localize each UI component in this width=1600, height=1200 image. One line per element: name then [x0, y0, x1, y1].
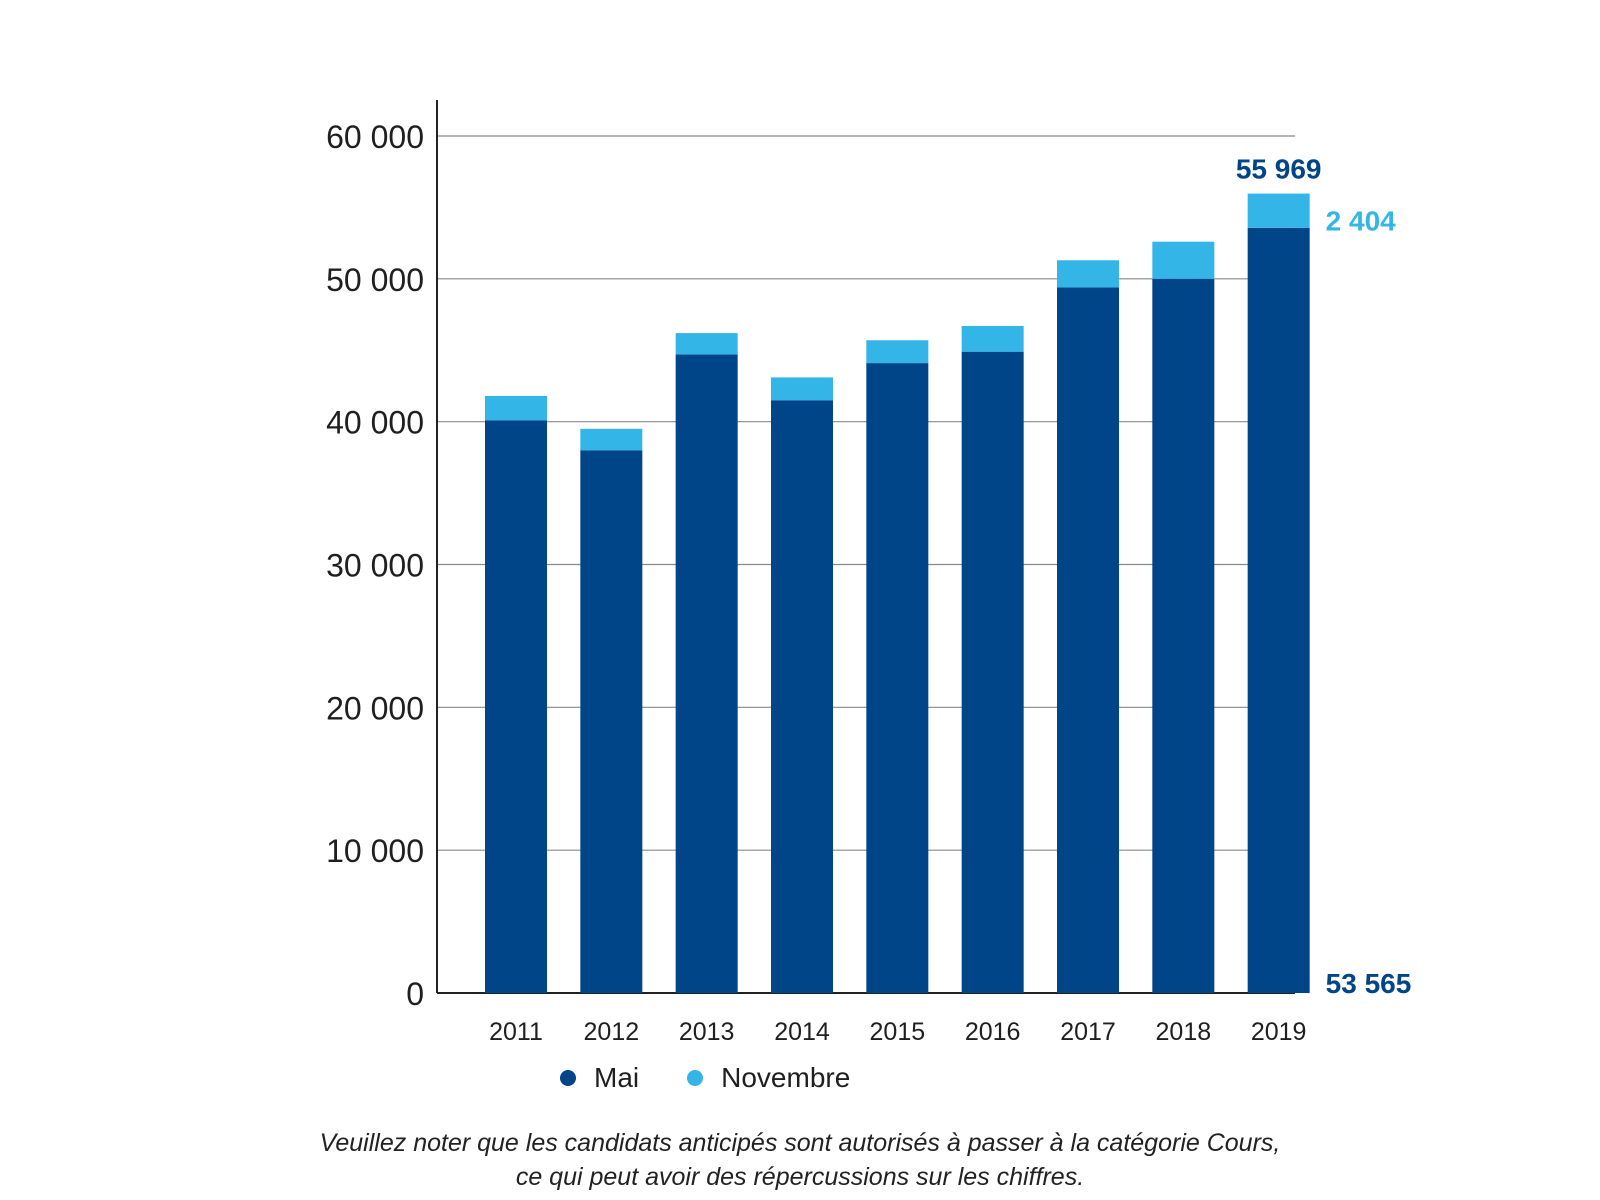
legend-swatch-mai: [560, 1070, 576, 1086]
legend-item-novembre: Novembre: [687, 1062, 850, 1094]
x-tick-label-2014: 2014: [774, 1018, 830, 1046]
bar-novembre-2019: [1247, 193, 1310, 228]
bar-mai-2013: [675, 354, 738, 993]
bar-mai-2018: [1152, 278, 1215, 993]
x-tick-label-2018: 2018: [1156, 1018, 1212, 1046]
y-tick-label-20000: 20 000: [326, 690, 424, 726]
x-tick-label-2012: 2012: [584, 1018, 640, 1046]
bar-mai-2011: [485, 420, 547, 993]
y-tick-label-50000: 50 000: [326, 262, 424, 298]
bar-mai-2015: [866, 363, 929, 994]
legend-label-mai: Mai: [594, 1062, 640, 1093]
y-tick-label-30000: 30 000: [326, 548, 424, 584]
x-tick-label-2016: 2016: [965, 1018, 1021, 1046]
legend-label-novembre: Novembre: [721, 1062, 851, 1093]
bar-novembre-2012: [580, 428, 643, 451]
bar-mai-2019: [1247, 227, 1310, 993]
legend-swatch-novembre: [687, 1070, 704, 1086]
bar-novembre-2017: [1057, 260, 1119, 288]
bar-novembre-2018: [1152, 241, 1215, 279]
bar-novembre-2015: [866, 340, 929, 364]
chart-footnote: Veuillez noter que les candidats anticip…: [300, 1126, 1300, 1194]
x-tick-label-2017: 2017: [1060, 1018, 1116, 1046]
x-tick-label-2011: 2011: [489, 1018, 543, 1046]
bar-novembre-2011: [485, 395, 547, 421]
x-tick-label-2019: 2019: [1251, 1018, 1307, 1046]
bar-mai-2012: [580, 450, 643, 993]
y-tick-label-60000: 60 000: [326, 119, 424, 155]
bar-novembre-2013: [675, 333, 738, 355]
bar-mai-2016: [961, 351, 1024, 993]
x-tick-label-2013: 2013: [679, 1018, 735, 1046]
y-tick-label-40000: 40 000: [326, 405, 424, 441]
bar-novembre-2014: [771, 377, 833, 401]
data-label-novembre-2019: 2 404: [1326, 206, 1396, 237]
legend-item-mai: Mai: [560, 1062, 639, 1094]
chart-canvas: 0 10 000 20 000 30 000 40 000 50 000 60 000 201…: [326, 100, 1412, 1046]
x-tick-label-2015: 2015: [870, 1018, 926, 1046]
y-tick-label-10000: 10 000: [326, 833, 424, 869]
bar-mai-2017: [1057, 287, 1119, 993]
data-label-mai-2019: 53 565: [1326, 968, 1412, 999]
footnote-line-1: Veuillez noter que les candidats anticip…: [319, 1129, 1281, 1157]
data-label-total-2019: 55 969: [1236, 154, 1322, 185]
bar-novembre-2016: [961, 325, 1024, 352]
y-tick-label-0: 0: [406, 976, 424, 1012]
footnote-line-2: ce qui peut avoir des répercussions sur …: [515, 1163, 1085, 1191]
chart-legend: Mai Novembre: [560, 1062, 850, 1094]
bar-mai-2014: [771, 400, 833, 993]
